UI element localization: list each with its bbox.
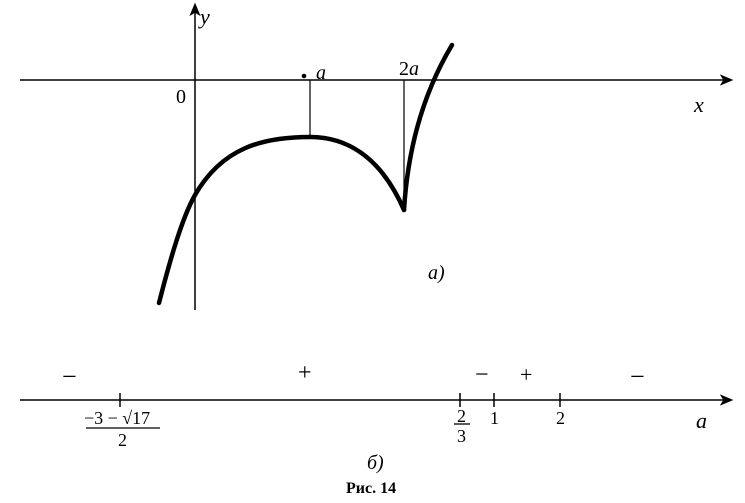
sign-4: +: [520, 362, 532, 388]
twothirds-num: 2: [457, 406, 466, 427]
origin-label: 0: [176, 86, 186, 109]
tick-one-label: 1: [490, 408, 499, 429]
figure-caption: Рис. 14: [346, 480, 396, 498]
panel-a-label: a): [428, 262, 445, 285]
y-axis-label: y: [200, 4, 210, 30]
x-axis-label: x: [694, 92, 704, 118]
sign-5: −: [630, 362, 645, 392]
sign-1: −: [62, 362, 77, 392]
panel-b-label: б): [367, 452, 384, 475]
twoa-tick-label: 2a: [399, 58, 419, 81]
sign-3: −: [475, 362, 489, 389]
a-tick-label: a: [316, 62, 326, 85]
negroot-num: −3 − √17: [84, 408, 150, 429]
tick-two-label: 2: [556, 408, 565, 429]
a-tick-dot: [302, 74, 307, 79]
negroot-den: 2: [118, 430, 127, 451]
twothirds-den: 3: [457, 426, 466, 447]
panel-b-axis-label: a: [696, 408, 707, 434]
sign-2: +: [298, 360, 312, 387]
